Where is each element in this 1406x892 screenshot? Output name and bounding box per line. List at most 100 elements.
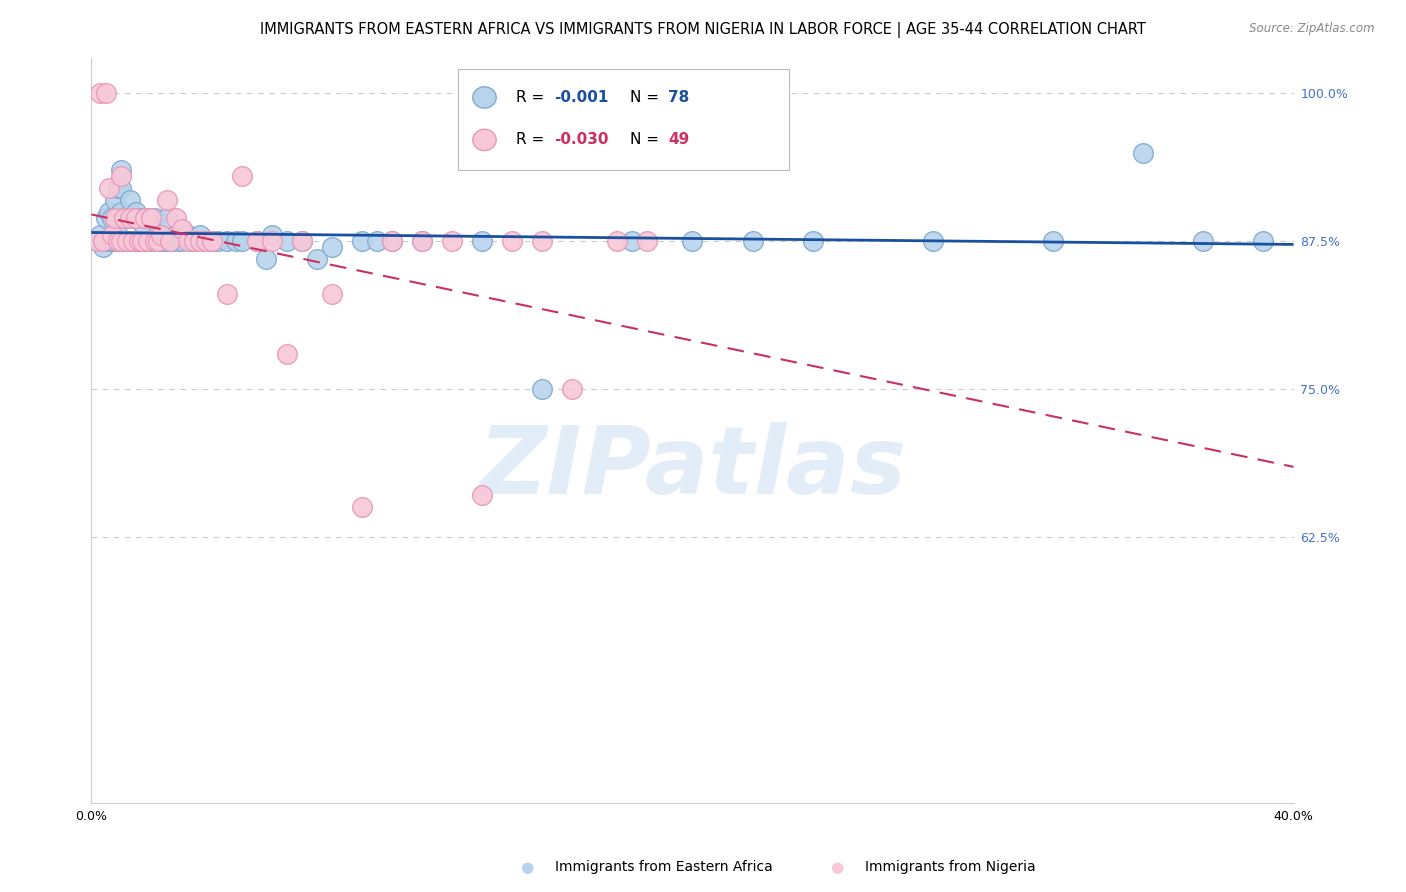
Text: -0.001: -0.001 xyxy=(554,90,609,105)
Point xyxy=(188,234,211,248)
Point xyxy=(98,234,121,248)
Point xyxy=(125,204,148,219)
Point xyxy=(165,211,187,225)
Text: R =: R = xyxy=(516,90,548,105)
Point xyxy=(167,234,190,248)
Text: ●: ● xyxy=(520,860,534,874)
Point xyxy=(215,287,238,301)
Point xyxy=(176,234,198,248)
Point xyxy=(225,234,247,248)
Point xyxy=(101,228,124,243)
Point xyxy=(183,234,205,248)
Point xyxy=(107,228,129,243)
Point xyxy=(117,234,139,248)
Point xyxy=(321,240,343,254)
Point xyxy=(143,211,166,225)
Point xyxy=(128,211,150,225)
Point xyxy=(122,211,145,225)
Text: 49: 49 xyxy=(668,132,690,147)
Point xyxy=(134,211,156,225)
Point xyxy=(89,228,111,243)
Point xyxy=(152,234,174,248)
Point xyxy=(101,234,124,248)
Point xyxy=(606,234,628,248)
Point xyxy=(276,234,298,248)
Point xyxy=(141,211,163,225)
Point xyxy=(114,211,136,225)
Point xyxy=(246,234,269,248)
Point xyxy=(381,234,404,248)
Point xyxy=(741,234,763,248)
Point xyxy=(321,287,343,301)
Point xyxy=(922,234,945,248)
Point xyxy=(621,234,644,248)
Point xyxy=(110,234,132,248)
Point xyxy=(146,234,169,248)
Point xyxy=(194,234,217,248)
Point xyxy=(93,234,115,248)
Point xyxy=(170,234,193,248)
Text: ZIPatlas: ZIPatlas xyxy=(478,422,907,514)
Point xyxy=(260,228,283,243)
Point xyxy=(117,211,139,225)
Point xyxy=(107,234,129,248)
Text: R =: R = xyxy=(516,132,548,147)
Point xyxy=(155,234,177,248)
Point xyxy=(89,87,111,101)
Ellipse shape xyxy=(472,129,496,151)
Point xyxy=(176,228,198,243)
Point xyxy=(149,234,172,248)
Point xyxy=(165,228,187,243)
Point xyxy=(149,228,172,243)
Point xyxy=(350,234,373,248)
Point xyxy=(681,234,703,248)
Point xyxy=(246,234,269,248)
Point xyxy=(1192,234,1215,248)
Point xyxy=(125,211,148,225)
Point xyxy=(201,234,224,248)
Point xyxy=(86,234,108,248)
Point xyxy=(531,382,554,396)
Point xyxy=(86,234,108,248)
Point xyxy=(114,211,136,225)
Point xyxy=(501,234,523,248)
Point xyxy=(101,211,124,225)
Text: ●: ● xyxy=(830,860,844,874)
Point xyxy=(440,234,463,248)
Point xyxy=(98,204,121,219)
Point xyxy=(122,234,145,248)
Point xyxy=(291,234,314,248)
Point xyxy=(1253,234,1275,248)
Point xyxy=(141,234,163,248)
Point xyxy=(128,234,150,248)
Point xyxy=(162,234,184,248)
Point xyxy=(120,193,142,207)
Point xyxy=(143,234,166,248)
Point xyxy=(305,252,328,266)
Text: IMMIGRANTS FROM EASTERN AFRICA VS IMMIGRANTS FROM NIGERIA IN LABOR FORCE | AGE 3: IMMIGRANTS FROM EASTERN AFRICA VS IMMIGR… xyxy=(260,22,1146,38)
Point xyxy=(134,211,156,225)
Point xyxy=(188,228,211,243)
Point xyxy=(155,193,177,207)
Point xyxy=(260,234,283,248)
Point xyxy=(104,193,127,207)
Point xyxy=(231,169,253,184)
Text: N =: N = xyxy=(630,132,664,147)
Point xyxy=(110,204,132,219)
Point xyxy=(381,234,404,248)
Point xyxy=(125,234,148,248)
Point xyxy=(110,163,132,178)
Point xyxy=(128,234,150,248)
FancyBboxPatch shape xyxy=(458,70,789,169)
Point xyxy=(366,234,388,248)
Point xyxy=(134,234,156,248)
Point xyxy=(350,500,373,515)
Text: Immigrants from Eastern Africa: Immigrants from Eastern Africa xyxy=(555,860,773,874)
Point xyxy=(131,234,153,248)
Text: 78: 78 xyxy=(668,90,690,105)
Point xyxy=(96,87,118,101)
Point xyxy=(122,234,145,248)
Point xyxy=(194,234,217,248)
Point xyxy=(471,234,494,248)
Point xyxy=(411,234,433,248)
